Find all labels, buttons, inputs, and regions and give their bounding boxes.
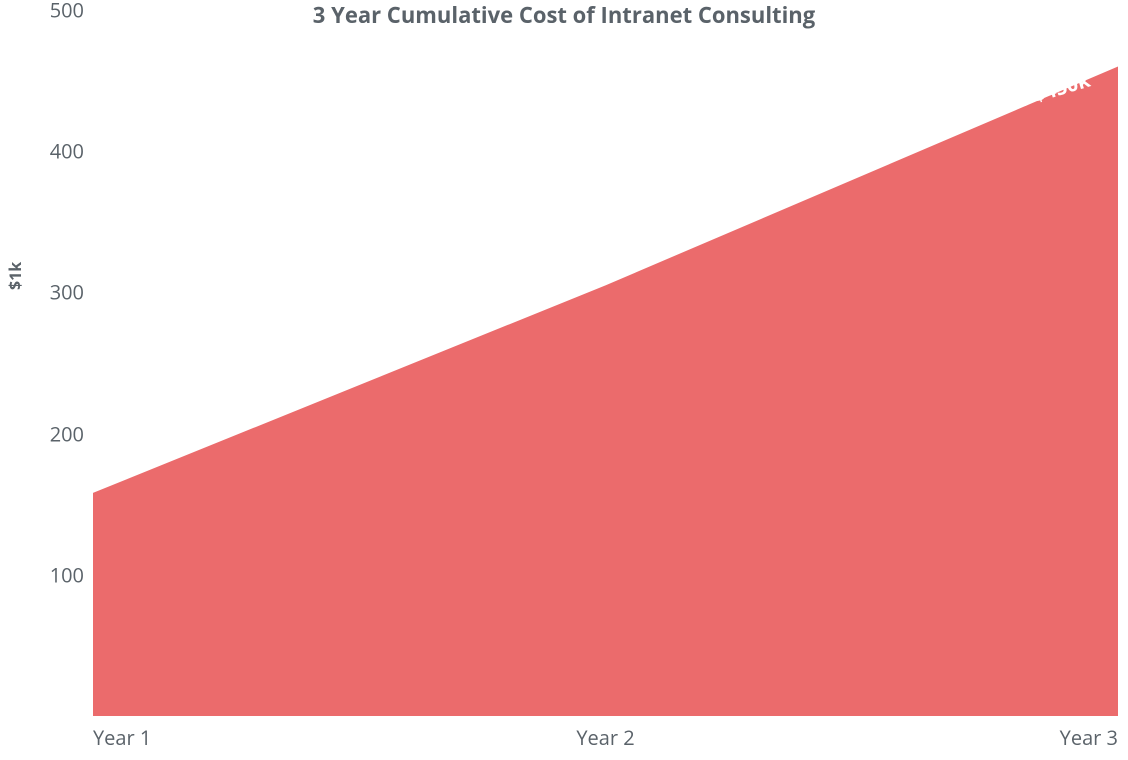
cumulative-cost-chart: 3 Year Cumulative Cost of Intranet Consu… — [0, 0, 1128, 760]
y-tick-label: 400 — [24, 138, 84, 165]
y-tick-label: 500 — [24, 0, 84, 24]
y-tick-label: 100 — [24, 561, 84, 588]
y-tick-label: 300 — [24, 279, 84, 306]
area-series — [93, 66, 1118, 716]
x-tick-label: Year 1 — [93, 724, 151, 751]
x-tick-label: Year 3 — [1060, 724, 1118, 751]
y-tick-label: 200 — [24, 420, 84, 447]
x-tick-label: Year 2 — [576, 724, 634, 751]
